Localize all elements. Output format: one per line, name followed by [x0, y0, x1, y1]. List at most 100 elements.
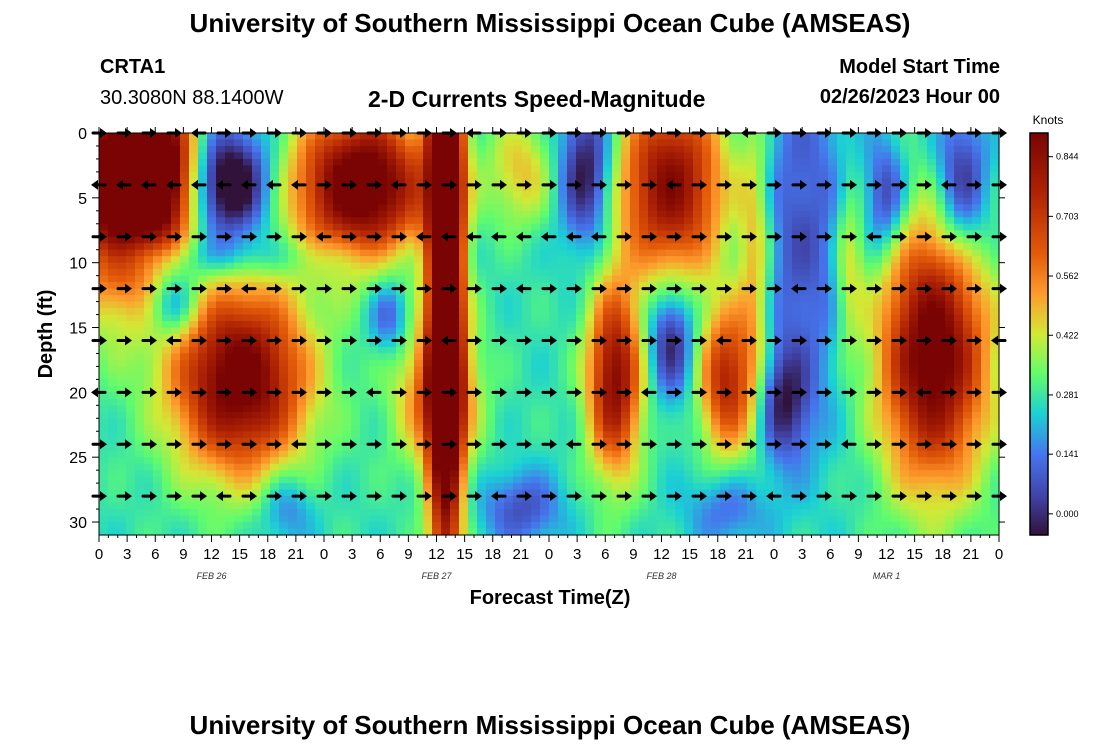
heatmap-cell [225, 217, 235, 225]
heatmap-cell [477, 191, 487, 199]
heatmap-cell [162, 450, 172, 458]
heatmap-cell [567, 165, 577, 173]
heatmap-cell [108, 139, 118, 147]
heatmap-cell [252, 314, 262, 322]
heatmap-cell [918, 301, 928, 309]
heatmap-cell [414, 139, 424, 147]
heatmap-cell [684, 366, 694, 374]
heatmap-cell [621, 210, 631, 218]
heatmap-cell [711, 314, 721, 322]
heatmap-cell [153, 450, 163, 458]
heatmap-cell [468, 197, 478, 205]
heatmap-cell [279, 359, 289, 368]
heatmap-cell [288, 139, 298, 147]
heatmap-cell [702, 282, 712, 290]
heatmap-cell [306, 308, 316, 316]
heatmap-cell [864, 249, 874, 257]
heatmap-cell [891, 197, 901, 205]
heatmap-cell [135, 379, 145, 387]
heatmap-cell [765, 392, 775, 400]
heatmap-cell [612, 444, 622, 452]
heatmap-cell [864, 372, 874, 380]
heatmap-cell [774, 217, 784, 225]
heatmap-cell [837, 450, 847, 458]
heatmap-cell [387, 385, 397, 393]
heatmap-cell [756, 411, 766, 419]
heatmap-cell [819, 204, 829, 212]
heatmap-cell [189, 327, 199, 335]
heatmap-cell [405, 398, 415, 406]
heatmap-cell [261, 256, 271, 264]
heatmap-cell [774, 133, 784, 141]
heatmap-cell [639, 321, 649, 329]
heatmap-cell [639, 366, 649, 374]
heatmap-cell [567, 210, 577, 218]
heatmap-cell [711, 282, 721, 290]
heatmap-cell [270, 191, 280, 199]
heatmap-cell [702, 359, 712, 368]
heatmap-cell [666, 230, 676, 238]
heatmap-cell [801, 282, 811, 290]
heatmap-cell [153, 346, 163, 355]
heatmap-cell [108, 372, 118, 380]
heatmap-cell [576, 314, 586, 322]
heatmap-cell [495, 314, 505, 322]
heatmap-cell [297, 379, 307, 387]
heatmap-cell [945, 249, 955, 257]
heatmap-cell [846, 314, 856, 322]
heatmap-cell [405, 450, 415, 458]
heatmap-cell [495, 223, 505, 231]
heatmap-cell [792, 444, 802, 452]
heatmap-cell [891, 308, 901, 316]
heatmap-cell [378, 314, 388, 322]
heatmap-cell [423, 450, 433, 458]
heatmap-cell [135, 424, 145, 432]
heatmap-cell [909, 359, 919, 368]
heatmap-cell [171, 204, 181, 212]
heatmap-cell [234, 230, 244, 238]
heatmap-cell [333, 184, 343, 192]
heatmap-cell [585, 249, 595, 257]
heatmap-cell [378, 152, 388, 160]
heatmap-cell [756, 178, 766, 186]
heatmap-cell [423, 223, 433, 231]
heatmap-cell [891, 145, 901, 154]
heatmap-cell [135, 158, 145, 167]
heatmap-cell [414, 301, 424, 309]
heatmap-cell [909, 133, 919, 141]
heatmap-cell [360, 450, 370, 458]
heatmap-cell [738, 308, 748, 316]
heatmap-cell [558, 133, 568, 141]
heatmap-cell [324, 301, 334, 309]
heatmap-cell [117, 288, 127, 296]
heatmap-cell [297, 424, 307, 432]
heatmap-cell [171, 308, 181, 316]
heatmap-cell [963, 184, 973, 192]
heatmap-cell [423, 158, 433, 167]
heatmap-cell [99, 431, 109, 439]
heatmap-cell [855, 210, 865, 218]
heatmap-cell [684, 145, 694, 154]
heatmap-cell [306, 152, 316, 160]
heatmap-cell [810, 145, 820, 154]
heatmap-cell [459, 262, 469, 270]
heatmap-cell [747, 165, 757, 173]
heatmap-cell [837, 133, 847, 141]
heatmap-cell [576, 139, 586, 147]
heatmap-cell [477, 269, 487, 277]
heatmap-cell [864, 139, 874, 147]
heatmap-cell [450, 301, 460, 309]
heatmap-cell [630, 275, 640, 283]
heatmap-cell [549, 282, 559, 290]
heatmap-cell [279, 372, 289, 380]
heatmap-cell [738, 191, 748, 199]
heatmap-cell [207, 152, 217, 160]
heatmap-cell [945, 334, 955, 342]
heatmap-cell [459, 236, 469, 244]
heatmap-cell [441, 152, 451, 160]
heatmap-cell [918, 269, 928, 277]
heatmap-cell [324, 178, 334, 186]
heatmap-cell [855, 249, 865, 257]
heatmap-cell [909, 204, 919, 212]
heatmap-cell [261, 359, 271, 368]
